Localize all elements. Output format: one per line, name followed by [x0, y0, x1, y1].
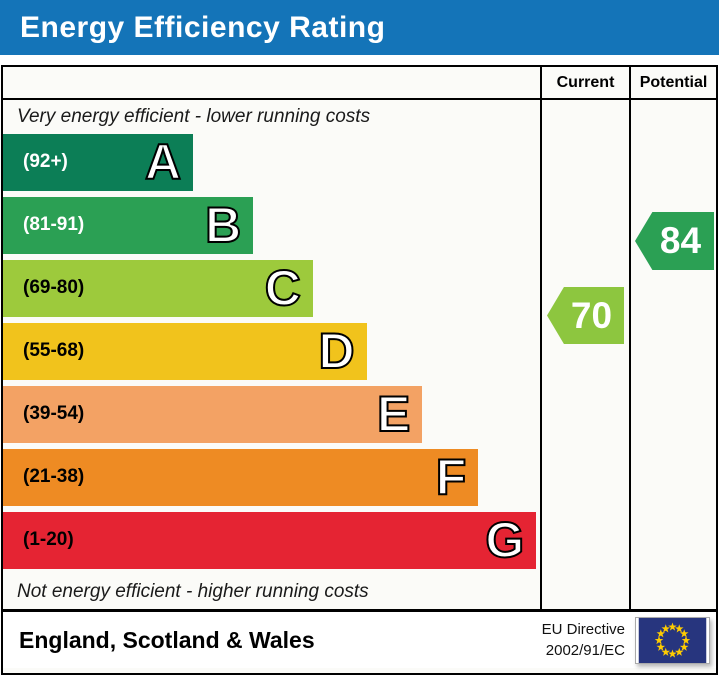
band-range: (39-54) — [23, 403, 85, 425]
title-bar: Energy Efficiency Rating — [0, 0, 719, 55]
band-range: (55-68) — [23, 340, 85, 362]
band-d: (55-68) D — [3, 322, 367, 380]
potential-value: 84 — [659, 220, 702, 261]
potential-column: 84 — [629, 100, 716, 609]
potential-marker: 84 — [635, 212, 714, 270]
top-note: Very energy efficient - lower running co… — [17, 105, 371, 127]
eu-directive-text: EU Directive 2002/91/EC — [541, 621, 625, 659]
band-range: (1-20) — [23, 529, 74, 551]
rating-table: Current Potential Very energy efficient … — [1, 65, 718, 675]
band-letter: D — [317, 323, 355, 380]
band-letter: F — [435, 449, 468, 506]
eu-flag-icon — [635, 616, 710, 664]
bottom-note: Not energy efficient - higher running co… — [17, 580, 369, 602]
column-header-potential: Potential — [629, 67, 716, 98]
band-range: (81-91) — [23, 214, 85, 236]
band-c: (69-80) C — [3, 259, 313, 317]
band-range: (21-38) — [23, 466, 85, 488]
table-header: Current Potential — [3, 67, 716, 100]
band-g: (1-20) G — [3, 511, 537, 569]
band-range: (69-80) — [23, 277, 85, 299]
footer-region: England, Scotland & Wales — [19, 626, 315, 653]
bands: (92+) A (81-91) B (69-80) C (55-68) D — [3, 133, 540, 575]
band-letter: G — [484, 512, 525, 569]
header-spacer — [3, 67, 540, 98]
band-letter: A — [144, 134, 182, 191]
footer: England, Scotland & Wales EU Directive 2… — [3, 612, 716, 668]
current-value: 70 — [570, 294, 613, 336]
title-gap — [0, 55, 719, 65]
band-b: (81-91) B — [3, 196, 254, 254]
bands-column: Very energy efficient - lower running co… — [3, 100, 540, 609]
band-letter: E — [376, 386, 411, 443]
band-letter: C — [264, 260, 302, 317]
page-title: Energy Efficiency Rating — [20, 10, 386, 44]
band-a: (92+) A — [3, 133, 194, 191]
current-marker: 70 — [547, 287, 624, 344]
band-range: (92+) — [23, 151, 68, 173]
current-column: 70 — [540, 100, 629, 609]
band-f: (21-38) F — [3, 448, 479, 506]
column-header-current: Current — [540, 67, 629, 98]
chart-area: Very energy efficient - lower running co… — [3, 100, 716, 612]
band-e: (39-54) E — [3, 385, 423, 443]
band-letter: B — [204, 197, 242, 254]
